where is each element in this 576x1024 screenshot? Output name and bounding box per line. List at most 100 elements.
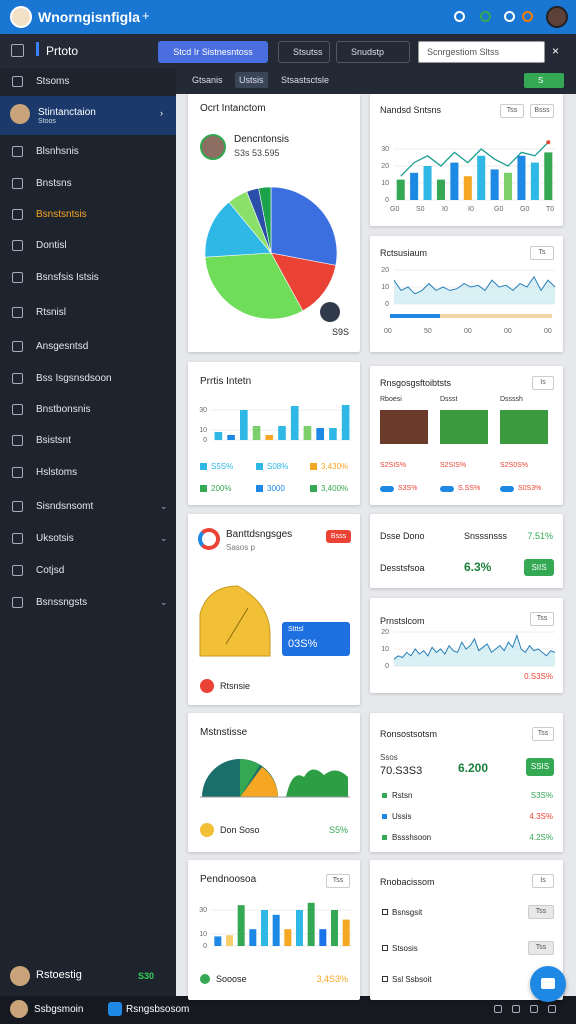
bar bbox=[504, 172, 513, 200]
bar bbox=[249, 929, 257, 946]
chart: 0 10 30 bbox=[199, 902, 352, 950]
y-tick-label: 10 bbox=[381, 284, 389, 291]
sidebar-label[interactable]: Bnstsns bbox=[36, 178, 72, 189]
sidebar-label[interactable]: Hslstoms bbox=[36, 467, 78, 478]
top-icon[interactable] bbox=[522, 11, 533, 22]
search-input[interactable]: Scnrgestiom Sltss bbox=[418, 41, 545, 63]
sidebar-label[interactable]: Bsnstsntsis bbox=[36, 209, 87, 220]
sidebar-label[interactable]: Stintanctaion bbox=[38, 107, 96, 118]
row-button[interactable]: Tss bbox=[528, 941, 554, 955]
card: Dsse Dono Snsssnsss 7.51% Desstsfsoa 6.3% SII… bbox=[370, 514, 563, 588]
gauge-needle bbox=[225, 607, 249, 645]
dot-pair bbox=[500, 486, 514, 492]
card-title: Rctsusiaum bbox=[380, 248, 428, 258]
badge-icon bbox=[320, 302, 340, 322]
row-dot bbox=[382, 793, 387, 798]
sidebar-label[interactable]: Bnstbonsnis bbox=[36, 404, 91, 415]
sidebar-label[interactable]: Bsnssngsts bbox=[36, 597, 88, 608]
filter-dropdown[interactable]: Snudstp bbox=[336, 41, 410, 63]
bar bbox=[331, 910, 338, 946]
y-tick-label: 30 bbox=[199, 907, 207, 914]
gauge bbox=[199, 585, 271, 657]
button[interactable]: Is bbox=[532, 874, 554, 888]
status-icon[interactable] bbox=[548, 1005, 556, 1013]
sidebar-icon bbox=[12, 373, 23, 384]
sidebar-label[interactable]: Uksotsis bbox=[36, 533, 74, 544]
badge: SSIS bbox=[526, 758, 554, 776]
sidebar-label[interactable]: Bsnsfsis Istsis bbox=[36, 272, 99, 283]
button[interactable]: Tss bbox=[530, 612, 554, 626]
button[interactable]: Ts bbox=[530, 246, 554, 260]
tab-action[interactable]: S bbox=[524, 73, 564, 88]
card-title: Mstnstisse bbox=[200, 727, 248, 738]
sidebar-label[interactable]: Sisndsnsomt bbox=[36, 501, 94, 512]
top-icon[interactable] bbox=[504, 11, 515, 22]
pie-slice bbox=[270, 186, 338, 266]
sidebar-label[interactable]: Ansgesntsd bbox=[36, 341, 89, 352]
name: Dencntonsis bbox=[234, 134, 290, 145]
card: Ocrt Intanctom Dencntonsis S3s 53.595 S9S bbox=[188, 94, 360, 352]
bar bbox=[396, 179, 405, 200]
status-icon[interactable] bbox=[512, 1005, 520, 1013]
button[interactable]: Tss bbox=[326, 874, 350, 888]
button[interactable]: Tss bbox=[500, 104, 524, 118]
row-label: Ussis bbox=[392, 812, 412, 821]
avatar bbox=[200, 134, 226, 160]
tab[interactable]: Stsastsctsle bbox=[281, 75, 330, 85]
sidebar-label[interactable]: Bss Isgsnsdsoon bbox=[36, 373, 112, 384]
line-end bbox=[546, 140, 551, 145]
y-tick-label: 0 bbox=[385, 663, 389, 670]
sidebar-icon bbox=[12, 597, 23, 608]
card-title: Prnstslcom bbox=[380, 616, 425, 626]
stat: 3,430% bbox=[321, 462, 349, 471]
person-photo bbox=[440, 410, 488, 444]
add-icon[interactable]: + bbox=[142, 8, 150, 23]
chart: 0 10 30 bbox=[199, 405, 352, 444]
card-title: Prrtis Intetn bbox=[200, 376, 252, 387]
card-title: Pendnoosoa bbox=[200, 874, 257, 885]
badge: Bsss bbox=[326, 530, 351, 543]
user-name[interactable]: Rstoestig bbox=[36, 969, 82, 981]
status-icon[interactable] bbox=[494, 1005, 502, 1013]
x-tick-label: I0 bbox=[442, 206, 448, 213]
button[interactable]: Tss bbox=[532, 727, 554, 741]
bar bbox=[517, 155, 526, 200]
sidebar-icon bbox=[12, 307, 23, 318]
person-name: Dssst bbox=[440, 396, 458, 403]
sidebar-label[interactable]: Blsnhsnis bbox=[36, 146, 79, 157]
sidebar-label[interactable]: Cotjsd bbox=[36, 565, 65, 576]
row-button[interactable]: Tss bbox=[528, 905, 554, 919]
sidebar-label[interactable]: Rtsnisl bbox=[36, 307, 67, 318]
tab[interactable]: Gtsanis bbox=[192, 75, 223, 85]
card: Prnstslcom Tss 0 10 20 0.S3S% bbox=[370, 598, 563, 693]
row-label: Dsse Dono bbox=[380, 531, 425, 541]
footer-label: Rtsnsie bbox=[220, 681, 251, 691]
bar bbox=[410, 172, 419, 200]
sidebar-label[interactable]: Dontisl bbox=[36, 240, 67, 251]
y-tick-label: 20 bbox=[381, 629, 389, 636]
card: Prrtis Intetn 0 10 30 S5S% S08% 3,430% 200% 3000… bbox=[188, 362, 360, 505]
person-photo bbox=[500, 410, 548, 444]
top-icon[interactable] bbox=[480, 11, 491, 22]
menu-icon[interactable] bbox=[11, 44, 24, 57]
bar bbox=[240, 410, 248, 440]
sidebar-icon bbox=[12, 467, 23, 478]
user-avatar[interactable] bbox=[546, 6, 568, 28]
button[interactable]: Bsss bbox=[530, 104, 554, 118]
status-icon[interactable] bbox=[530, 1005, 538, 1013]
sidebar-icon bbox=[12, 240, 23, 251]
sidebar-label[interactable]: Bsistsnt bbox=[36, 435, 72, 446]
row-icon bbox=[382, 945, 388, 951]
chart bbox=[200, 759, 350, 798]
top-icon[interactable] bbox=[454, 11, 465, 22]
tab[interactable]: Ustsis bbox=[235, 72, 268, 88]
primary-button[interactable]: Stcd Ir Sistnesntoss bbox=[158, 41, 268, 63]
filter-dropdown[interactable]: Stsutss bbox=[278, 41, 330, 63]
row-button[interactable]: SIIS bbox=[524, 559, 554, 576]
status-user[interactable]: Ssbgsmoin bbox=[34, 1004, 84, 1015]
button[interactable]: Is bbox=[532, 376, 554, 390]
bar bbox=[265, 435, 274, 440]
close-icon[interactable]: × bbox=[552, 44, 560, 58]
status-app[interactable]: Rsngsbsosom bbox=[126, 1004, 190, 1015]
sidebar-label[interactable]: Stsoms bbox=[36, 76, 70, 87]
